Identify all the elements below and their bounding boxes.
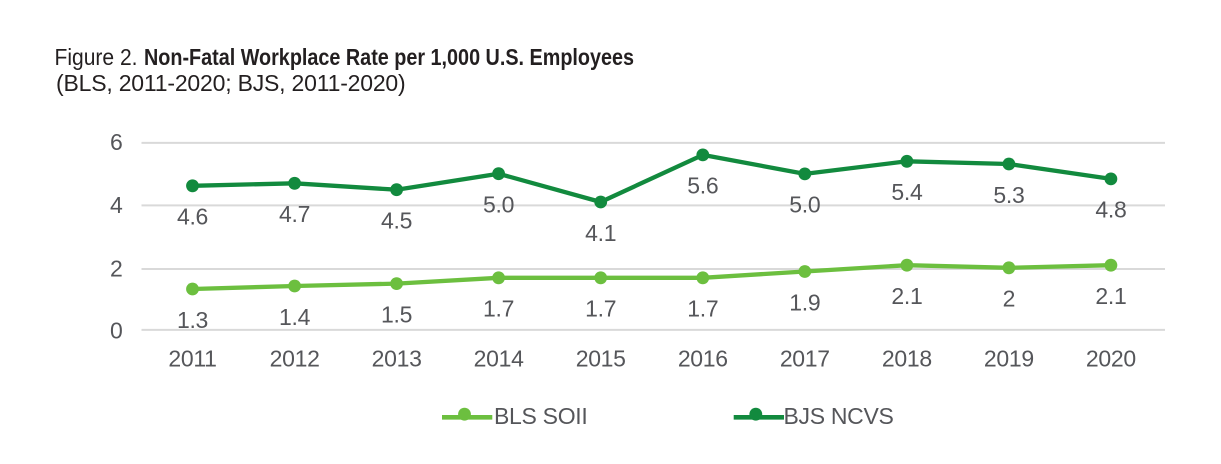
svg-text:2017: 2017 [780,346,830,372]
svg-text:2: 2 [1003,286,1016,312]
svg-text:4.6: 4.6 [177,204,208,230]
svg-text:4.8: 4.8 [1095,197,1126,223]
svg-text:2015: 2015 [576,346,626,372]
svg-text:2014: 2014 [474,346,524,372]
svg-text:2019: 2019 [984,346,1034,372]
svg-text:2020: 2020 [1086,346,1136,372]
svg-text:BJS NCVS: BJS NCVS [784,403,894,429]
svg-text:5.0: 5.0 [789,192,820,218]
svg-text:Figure 2.: Figure 2. [55,44,138,70]
svg-text:2.1: 2.1 [1095,283,1126,309]
svg-text:2013: 2013 [372,346,422,372]
svg-text:5.4: 5.4 [891,179,923,205]
svg-text:(BLS, 2011-2020; BJS, 2011-202: (BLS, 2011-2020; BJS, 2011-2020) [56,70,405,96]
svg-text:2018: 2018 [882,346,932,372]
svg-text:4.5: 4.5 [381,208,412,234]
svg-text:1.5: 1.5 [381,301,412,327]
svg-text:6: 6 [110,129,123,155]
svg-text:5.6: 5.6 [687,173,718,199]
svg-text:1.3: 1.3 [177,307,208,333]
svg-text:1.9: 1.9 [789,289,820,315]
svg-text:1.7: 1.7 [687,296,718,322]
svg-text:1.7: 1.7 [585,296,616,322]
svg-text:2: 2 [110,255,123,281]
svg-text:2012: 2012 [270,346,320,372]
svg-text:1.7: 1.7 [483,296,514,322]
svg-text:4: 4 [110,192,123,218]
svg-text:0: 0 [110,317,123,343]
svg-text:5.3: 5.3 [993,182,1024,208]
svg-text:4.1: 4.1 [585,220,616,246]
svg-text:1.4: 1.4 [279,304,311,330]
svg-text:2.1: 2.1 [891,283,922,309]
svg-text:4.7: 4.7 [279,201,310,227]
svg-text:Non-Fatal Workplace Rate per 1: Non-Fatal Workplace Rate per 1,000 U.S. … [144,44,634,70]
svg-text:2016: 2016 [678,346,728,372]
svg-text:2011: 2011 [168,346,216,372]
svg-text:5.0: 5.0 [483,192,514,218]
svg-text:BLS SOII: BLS SOII [494,403,587,429]
